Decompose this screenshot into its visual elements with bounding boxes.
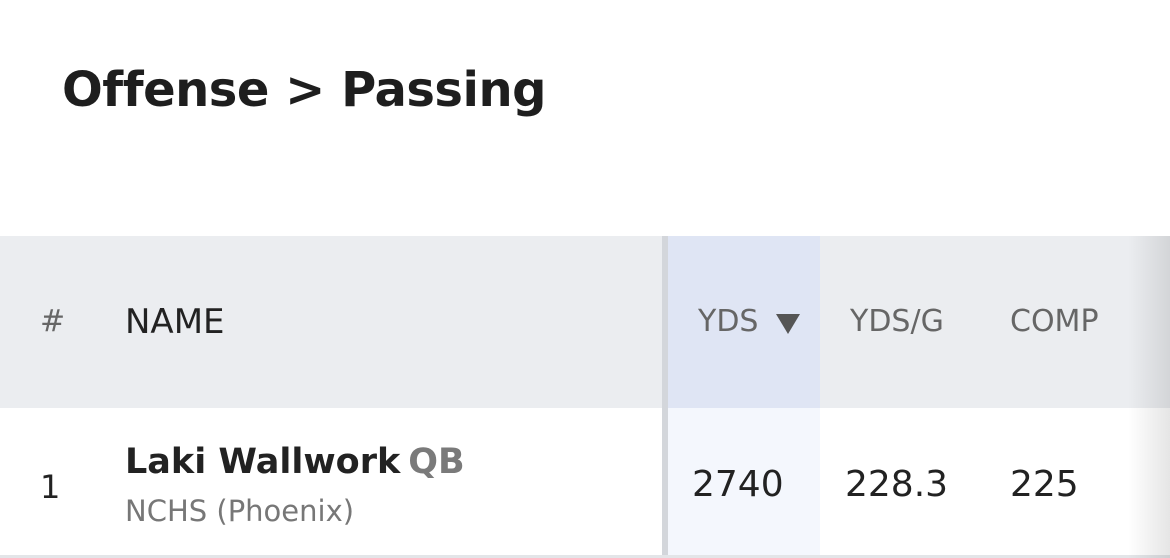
stat-cell: 2740 xyxy=(692,464,784,505)
player-name-text[interactable]: Laki Wallwork xyxy=(125,442,401,482)
column-header[interactable]: NAME xyxy=(125,302,225,342)
player-name[interactable]: Laki Wallwork QB xyxy=(125,442,465,482)
sorted-column-cell-background xyxy=(668,408,820,556)
sort-descending-icon[interactable] xyxy=(776,314,800,334)
column-header[interactable]: YDS/G xyxy=(850,304,944,339)
frozen-column-divider xyxy=(662,236,668,558)
column-header[interactable]: COMP xyxy=(1010,304,1099,339)
stat-cell: 228.3 xyxy=(845,464,949,505)
column-header[interactable]: YDS xyxy=(698,304,759,339)
table-header-background xyxy=(0,236,1170,408)
page-title: Offense > Passing xyxy=(62,62,546,118)
scroll-shadow xyxy=(1128,236,1170,558)
row-border xyxy=(0,555,1170,558)
column-header[interactable]: # xyxy=(40,304,66,339)
stat-cell: 225 xyxy=(1010,464,1079,505)
rank-cell: 1 xyxy=(40,468,61,506)
player-school: NCHS (Phoenix) xyxy=(125,494,355,528)
player-position: QB xyxy=(408,442,465,482)
